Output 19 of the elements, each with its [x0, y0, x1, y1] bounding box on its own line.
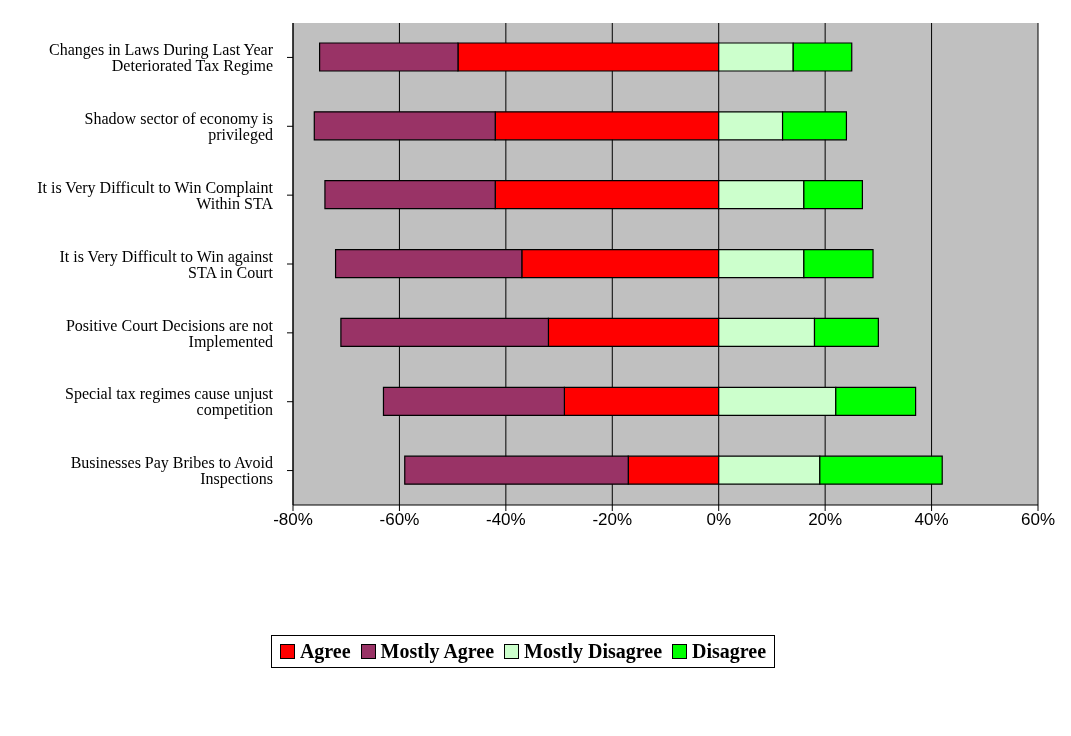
- y-tick-label: Changes in Laws During Last Year Deteriorated Tax Regime: [49, 41, 274, 76]
- x-tick-label: 20%: [808, 510, 843, 530]
- x-tick-label: -40%: [486, 510, 526, 530]
- x-tick-label: 0%: [706, 510, 731, 530]
- x-tick-label: -20%: [592, 510, 633, 530]
- x-tick-label: 60%: [1020, 510, 1056, 530]
- x-tick-label: -80%: [273, 510, 313, 530]
- legend-label: Disagree: [691, 640, 767, 663]
- y-tick-label: It is Very Difficult to Win Complaint Within STA: [37, 178, 274, 212]
- y-tick-label: Shadow sector of economy is privileged: [84, 109, 273, 144]
- y-tick-label: It is Very Difficult to Win against STA in Court: [59, 247, 274, 281]
- y-tick-label: Positive Court Decisions are not Implemented: [65, 316, 274, 351]
- y-tick-label: Special tax regimes cause unjust competition: [65, 385, 274, 420]
- legend-label: Agree: [298, 640, 351, 663]
- legend-label: Mostly Disagree: [523, 640, 663, 663]
- legend-label: Mostly Agree: [379, 640, 495, 663]
- x-tick-label: -60%: [379, 510, 420, 530]
- x-tick-label: 40%: [914, 510, 949, 530]
- y-tick-label: Businesses Pay Bribes to Avoid Inspections: [70, 454, 273, 489]
